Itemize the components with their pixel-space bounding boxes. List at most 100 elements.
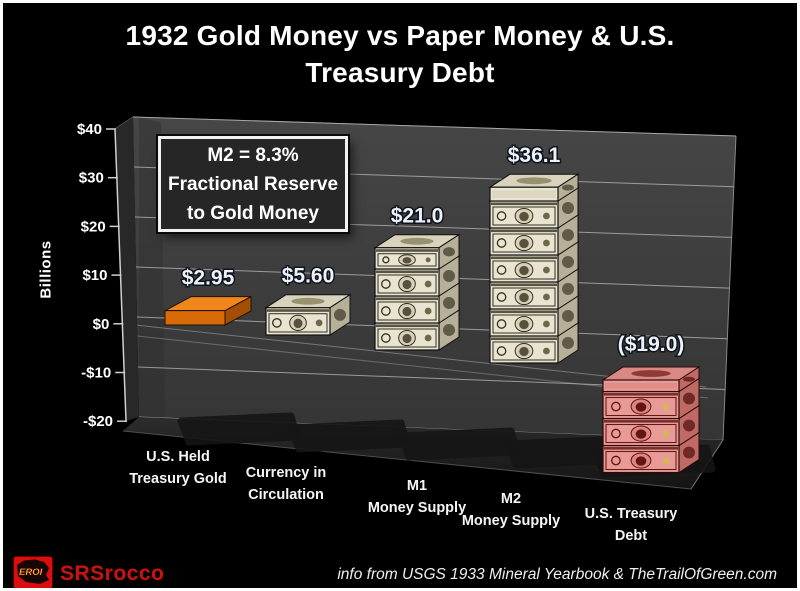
category-label-line2: Treasury Gold (129, 471, 227, 487)
category-label: U.S. Held Treasury Gold (129, 449, 227, 487)
bill-portrait (519, 319, 529, 330)
value-labels: $2.95 $5.60 $21.0 $36.1 ($19.0) (180, 143, 686, 358)
bill-end-mark (683, 376, 695, 382)
bill-seal-right (424, 280, 432, 288)
annotation-line2: Fractional Reserve (167, 174, 339, 195)
bar-shadow (287, 419, 411, 453)
bill-end-mark (562, 256, 574, 268)
box-lid-line (491, 202, 557, 206)
bill-seal-right (662, 457, 670, 464)
bill-seal-right (543, 212, 550, 220)
value-label: $2.95 (182, 267, 235, 290)
usa-map-silhouette (17, 559, 49, 584)
page-title-line2: Treasury Debt (305, 57, 495, 88)
bill-border (492, 233, 556, 253)
bill-portrait (635, 402, 647, 412)
money-box (373, 233, 461, 270)
bill-seal-right (315, 319, 323, 327)
bill-portrait (293, 318, 303, 329)
bars (164, 173, 701, 474)
bill-portrait (402, 306, 412, 317)
bill-end-mark (443, 297, 455, 309)
eroi-logo: EROI (13, 556, 53, 588)
bill-seal-left (496, 265, 507, 275)
bill-portrait (519, 346, 529, 357)
box-lid-line (604, 393, 678, 396)
box-lid-line (491, 256, 557, 260)
bill-back-engraving (631, 370, 671, 377)
bill-border (268, 313, 328, 333)
category-label-line2: Money Supply (368, 500, 466, 516)
category-label-line2: Money Supply (462, 513, 560, 529)
box-lid-line (491, 229, 557, 233)
bill-seal-left (496, 238, 507, 248)
bar-shadow (177, 412, 301, 446)
bill-seal-left (611, 455, 621, 466)
bill-back-engraving (516, 177, 552, 185)
bill-end-mark (683, 446, 695, 459)
category-label: U.S. Treasury Debt (585, 506, 678, 544)
bill-border (492, 314, 556, 334)
category-label-line1: M2 (501, 491, 521, 507)
bill-seal-right (662, 403, 670, 410)
category-label-line1: U.S. Held (146, 449, 210, 465)
eroi-logo-text: EROI (19, 567, 43, 578)
bar-m2-money-supply (488, 173, 580, 364)
bill-border (377, 328, 437, 348)
bill-back-engraving (400, 237, 434, 245)
box-lid-line (491, 337, 557, 341)
gridline (132, 116, 737, 137)
bill-end-mark (562, 283, 574, 295)
bill-border (492, 260, 556, 280)
box-lid-line (491, 283, 557, 287)
y-tick-label: $0 (93, 316, 110, 333)
box-lid-line (604, 447, 678, 450)
bar-m1-money-supply (373, 233, 461, 351)
bill-portrait (519, 211, 529, 222)
bill-border (605, 451, 677, 471)
bill-end-mark (683, 392, 695, 405)
y-axis-title: Billions (37, 240, 55, 299)
page-title: 1932 Gold Money vs Paper Money & U.S. Tr… (3, 17, 797, 91)
bill-end-mark (562, 202, 574, 214)
bill-seal-right (424, 334, 432, 342)
bill-portrait (519, 292, 529, 303)
y-tick-label: -$20 (83, 413, 113, 430)
brand-text: SRSrocco (60, 562, 165, 585)
bill-end-mark (443, 270, 455, 282)
category-label-line2: Debt (615, 528, 647, 544)
bill-seal-left (272, 318, 282, 328)
bill-seal-right (543, 266, 550, 274)
bill-portrait (519, 238, 529, 249)
y-axis-labels: $40 $30 $20 $10 $0 -$10 -$20 (77, 121, 128, 430)
bill-border (492, 206, 556, 226)
bill-seal-left (382, 256, 390, 264)
bill-seal-right (543, 320, 550, 328)
bill-end-mark (562, 310, 574, 322)
wall-right-edge (722, 135, 737, 441)
chart-canvas: $40 $30 $20 $10 $0 -$10 -$20 $2.95 $5.60 $21.0 $36… (77, 116, 737, 544)
bill-seal-right (543, 293, 550, 301)
bill-border (605, 397, 677, 417)
bill-portrait (635, 456, 647, 466)
category-label-line2: Circulation (248, 487, 324, 503)
bill-seal-left (611, 428, 621, 439)
bill-band (605, 383, 677, 389)
left-side-wall (115, 117, 139, 421)
category-label: M2 Money Supply (462, 491, 560, 529)
box-lid-line (376, 324, 438, 328)
bill-seal-left (496, 346, 507, 356)
bar-u-s-held-treasury-gold (164, 295, 252, 326)
bar-u-s-treasury-debt (601, 366, 701, 474)
box-lid-line (376, 249, 438, 252)
category-label: M1 Money Supply (368, 478, 466, 516)
bill-portrait (402, 279, 412, 290)
bill-portrait (402, 333, 412, 344)
value-label: $21.0 (391, 205, 444, 228)
bill-portrait (402, 257, 412, 264)
bill-seal-right (543, 347, 550, 355)
y-tick-label: -$10 (81, 365, 111, 382)
bill-seal-left (496, 319, 507, 329)
bill-border (377, 274, 437, 294)
